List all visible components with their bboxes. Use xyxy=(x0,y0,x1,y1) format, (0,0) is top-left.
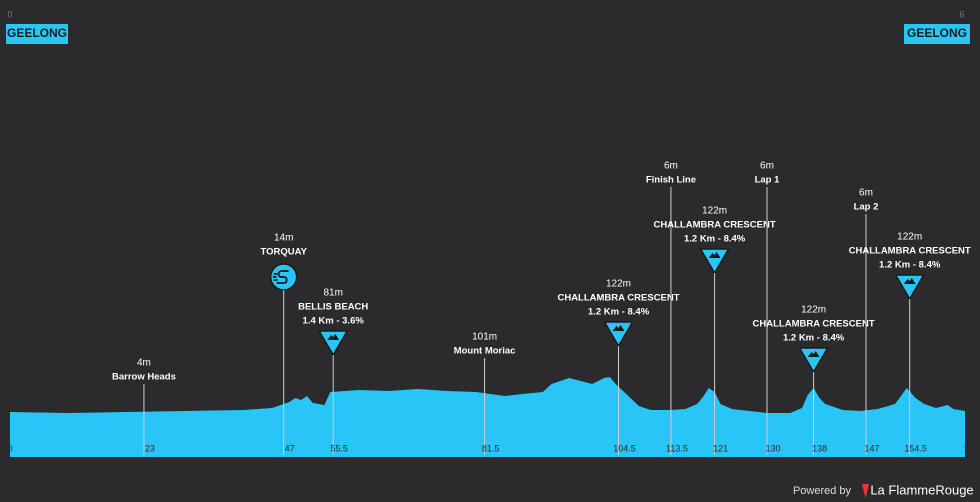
climb-icon xyxy=(894,274,925,301)
x-tick-label: 104.5 xyxy=(613,443,636,453)
finish-town: GEELONG xyxy=(907,26,967,40)
marker-height: 122m xyxy=(606,279,631,290)
climb-glyph xyxy=(327,334,340,340)
marker-detail: 1.4 Km - 3.6% xyxy=(303,316,365,327)
x-tick-label: 55.5 xyxy=(330,443,348,453)
x-tick-label: 113.5 xyxy=(666,443,688,453)
marker-height: 14m xyxy=(274,233,293,244)
powered-by: Powered by xyxy=(793,485,852,497)
climb-icon xyxy=(603,321,634,348)
x-tick-label: 47 xyxy=(285,443,295,453)
marker-height: 6m xyxy=(760,161,774,172)
marker-detail: 1.2 Km - 8.4% xyxy=(588,307,650,318)
marker-height: 122m xyxy=(801,305,826,316)
profile-area xyxy=(10,377,965,455)
x-tick-label: 0 xyxy=(7,443,12,453)
marker-name: Mount Moriac xyxy=(454,346,516,357)
marker-name: Lap 2 xyxy=(854,202,879,213)
marker-name: Lap 1 xyxy=(755,175,781,186)
x-tick-label: 138 xyxy=(812,443,827,453)
marker-name: BELLIS BEACH xyxy=(298,302,368,313)
finish-base xyxy=(10,455,965,457)
x-tick-label: 23 xyxy=(145,443,155,453)
x-tick-label: 81.5 xyxy=(482,443,500,453)
marker-name: Finish Line xyxy=(646,175,696,186)
marker-height: 4m xyxy=(137,358,151,369)
x-tick-label: 154.5 xyxy=(904,443,927,453)
x-tick-label: 121 xyxy=(713,443,728,453)
climb-glyph xyxy=(612,325,625,331)
brand-logo xyxy=(862,484,869,498)
marker-detail: 1.2 Km - 8.4% xyxy=(783,333,845,344)
marker-name: CHALLAMBRA CRESCENT xyxy=(654,220,776,231)
climb-icon xyxy=(317,330,349,357)
x-tick-label: 164 xyxy=(963,443,978,453)
climb-glyph xyxy=(903,278,916,284)
marker-name: CHALLAMBRA CRESCENT xyxy=(849,246,971,257)
marker-name: Barrow Heads xyxy=(112,372,176,383)
climb-glyph xyxy=(807,351,820,357)
finish-box xyxy=(904,24,970,44)
marker-detail: 1.2 Km - 8.4% xyxy=(684,234,746,245)
marker-height: 6m xyxy=(859,188,873,199)
x-tick-label: 130 xyxy=(765,443,780,453)
marker-detail: 1.2 Km - 8.4% xyxy=(879,260,941,271)
finish-km: 6 xyxy=(959,9,964,19)
start-box xyxy=(6,24,68,44)
marker-height: 122m xyxy=(702,206,727,217)
sprint-glyph xyxy=(272,270,289,284)
marker-name: CHALLAMBRA CRESCENT xyxy=(753,319,875,330)
marker-height: 101m xyxy=(472,332,497,343)
marker-name: CHALLAMBRA CRESCENT xyxy=(557,293,679,304)
climb-icon xyxy=(699,248,730,275)
x-tick-label: 147 xyxy=(864,443,879,453)
climb-icon xyxy=(798,347,829,374)
marker-height: 122m xyxy=(897,232,922,243)
start-km: 0 xyxy=(7,9,12,19)
marker-height: 81m xyxy=(323,288,342,299)
start-town: GEELONG xyxy=(7,26,67,40)
brand: La FlammeRouge xyxy=(870,482,973,497)
marker-name: TORQUAY xyxy=(260,247,307,258)
climb-glyph xyxy=(708,252,721,258)
marker-height: 6m xyxy=(664,161,678,172)
